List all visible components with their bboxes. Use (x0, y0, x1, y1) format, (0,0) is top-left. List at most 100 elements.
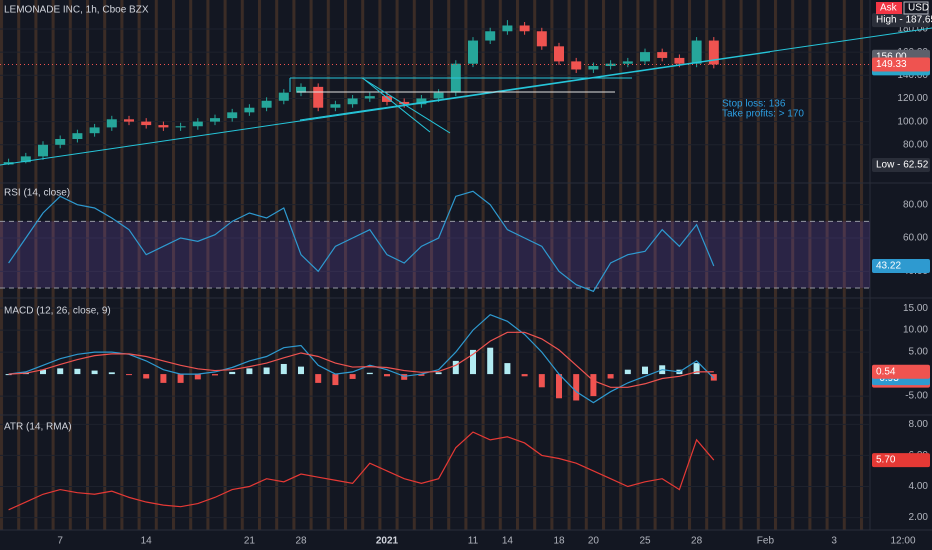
y-tick-label: 60.00 (903, 233, 928, 244)
histogram-bar (126, 374, 132, 376)
candle-body (485, 31, 496, 41)
candle-body (261, 100, 272, 108)
x-tick-label: 12:00 (890, 536, 915, 547)
candle-body (192, 121, 203, 127)
price-marker (872, 158, 930, 173)
candle-body (313, 86, 324, 108)
y-tick-label: 15.00 (903, 303, 928, 314)
histogram-bar (298, 366, 304, 375)
y-tick-label: 2.00 (909, 512, 929, 523)
candle-body (141, 121, 152, 126)
histogram-bar (401, 374, 408, 380)
histogram-bar (177, 374, 184, 383)
candle-body (20, 156, 31, 163)
y-tick-label: 80.00 (903, 139, 928, 150)
value-badge-label: 5.70 (876, 455, 896, 466)
histogram-bar (57, 368, 64, 375)
y-tick-label: 180.00 (897, 24, 928, 35)
y-tick-label: 4.00 (909, 481, 929, 492)
histogram-bar (624, 369, 631, 375)
histogram-bar (108, 372, 115, 375)
currency[interactable]: USD (908, 3, 929, 14)
histogram-bar (212, 374, 218, 376)
candle-body (382, 96, 392, 102)
histogram-bar (91, 370, 98, 375)
series-line (8, 190, 715, 293)
trend-line (0, 51, 771, 166)
histogram-bar (246, 368, 253, 375)
histogram-bar (521, 374, 528, 377)
histogram-bar (607, 374, 614, 379)
candle-body (72, 133, 83, 139)
histogram-bar (143, 374, 150, 379)
candle-body (296, 86, 306, 93)
histogram-bar (384, 374, 390, 377)
histogram-bar (332, 374, 339, 386)
histogram-bar (642, 366, 648, 375)
candle-body (536, 31, 547, 47)
candle-body (502, 25, 513, 32)
x-tick-label: 7 (57, 536, 63, 547)
histogram-bar (573, 374, 580, 401)
price-marker-label: High - 187.65 (876, 15, 932, 26)
histogram-bar (5, 374, 12, 376)
candle-body (554, 46, 564, 62)
x-tick-label: 2021 (376, 536, 399, 547)
candle-body (347, 98, 358, 105)
series-line (8, 431, 715, 511)
price-title: LEMONADE INC, 1h, Cboe BZX (4, 5, 149, 16)
candle-body (364, 96, 375, 99)
value-badge (872, 364, 930, 379)
histogram-bar (418, 374, 425, 376)
histogram-bar (263, 367, 270, 375)
candle-body (640, 52, 650, 62)
candle-body (278, 92, 289, 101)
candle-body (399, 101, 410, 105)
trend-line (361, 77, 451, 134)
y-tick-label: 100.00 (897, 116, 928, 127)
candle-body (55, 138, 66, 145)
trend-lines (0, 27, 932, 166)
value-badge-label: 149.33 (876, 59, 907, 70)
candle-body (571, 61, 582, 70)
histogram-bar (194, 374, 201, 380)
y-tick-label: 5.00 (909, 347, 929, 358)
candle-body (210, 118, 220, 122)
histogram-bar (504, 363, 511, 375)
value-badge (872, 258, 930, 273)
candle-body (416, 98, 427, 105)
candle-body (605, 63, 616, 67)
x-tick-label: 28 (691, 536, 703, 547)
session-stripes (0, 0, 870, 530)
histogram-bar (452, 360, 459, 375)
price-marker-label: 156.00 (876, 51, 907, 62)
currency-box[interactable] (903, 1, 929, 15)
ask-label: Ask (880, 3, 898, 14)
x-tick-label: 18 (553, 536, 565, 547)
y-tick-label: -5.00 (905, 391, 928, 402)
x-tick-label: 11 (468, 536, 479, 547)
histogram-bar (538, 374, 545, 388)
atr-title: ATR (14, RMA) (4, 422, 72, 433)
rsi-band (0, 221, 870, 288)
macd-title: MACD (12, 26, close, 9) (4, 306, 111, 317)
histogram-bar (315, 374, 322, 383)
y-tick-label: 8.00 (909, 419, 929, 430)
histogram-bar (40, 369, 46, 375)
y-tick-label: 10.00 (903, 325, 928, 336)
histogram-bar (160, 374, 167, 383)
x-tick-label: 14 (502, 536, 514, 547)
histogram-bar (280, 363, 287, 375)
histogram-bar (693, 363, 700, 375)
price-marker (872, 13, 930, 28)
x-tick-label: 25 (639, 536, 651, 547)
histogram-bar (470, 349, 476, 375)
candle-body (468, 40, 478, 64)
candle-body (674, 57, 685, 64)
histogram-bar (366, 372, 373, 375)
value-badge-label: 0.54 (876, 366, 896, 377)
x-tick-label: Feb (757, 536, 775, 547)
candle-body (330, 104, 341, 108)
value-badge (872, 453, 930, 468)
